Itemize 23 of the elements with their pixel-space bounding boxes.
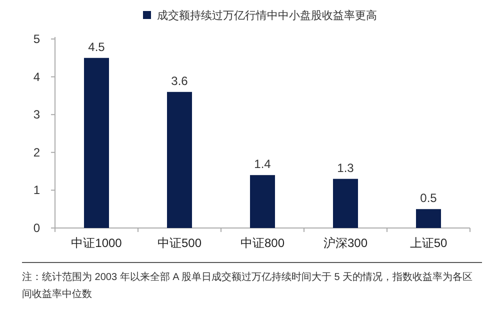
y-tick-label: 4 xyxy=(33,70,40,84)
bar xyxy=(167,92,192,228)
bar xyxy=(250,175,275,228)
y-tick-label: 5 xyxy=(33,32,40,46)
bar xyxy=(416,209,441,228)
data-label: 3.6 xyxy=(171,74,188,88)
y-tick-label: 3 xyxy=(33,108,40,122)
y-tick-label: 1 xyxy=(33,183,40,198)
data-label: 0.5 xyxy=(420,191,438,206)
data-label: 4.5 xyxy=(88,40,106,54)
x-tick-label: 上证50 xyxy=(410,236,448,250)
x-tick-label: 沪深300 xyxy=(323,236,368,250)
bar xyxy=(84,58,109,228)
text: 注：统计范围为 2003 年以来全部 A 股单日成交额过万亿持续时间大于 5 天的情况，指数收益率为各区间收益率中位数 xyxy=(22,270,474,302)
bar xyxy=(333,178,358,228)
y-tick-label: 0 xyxy=(33,221,40,235)
data-label: 1.4 xyxy=(254,157,272,172)
x-tick-label: 中证800 xyxy=(240,236,285,250)
legend-label: 成交额持续过万亿行情中中小盘股收益率更高 xyxy=(157,9,377,22)
data-label: 1.3 xyxy=(337,160,354,175)
x-tick-label: 中证1000 xyxy=(71,236,122,250)
x-tick-label: 中证500 xyxy=(157,236,202,250)
y-tick-label: 2 xyxy=(33,145,40,160)
